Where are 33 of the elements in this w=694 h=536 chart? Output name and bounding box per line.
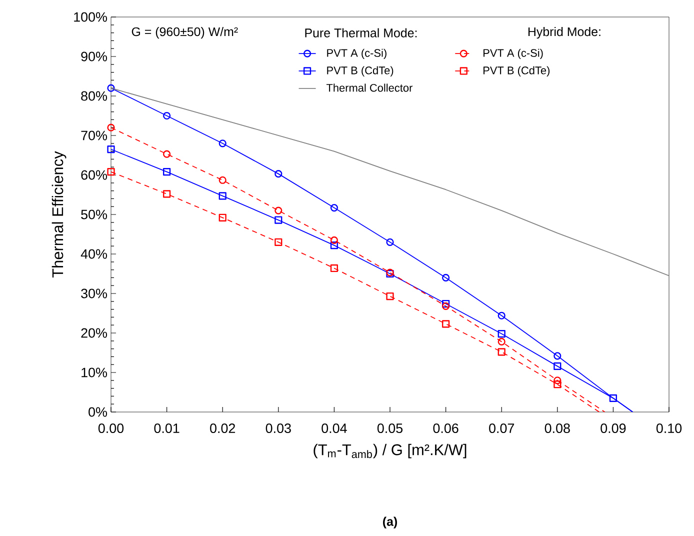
text: (a) — [383, 516, 397, 528]
y-tick-label: 100% — [74, 12, 107, 22]
y-tick-label: 30% — [81, 288, 107, 298]
x-tick-label: 0.02 — [210, 424, 236, 434]
x-tick-label: 0.06 — [433, 424, 458, 434]
x-tick-label: 0.07 — [489, 424, 514, 434]
x-tick-label: 0.00 — [98, 424, 124, 434]
annotation: G = (960±50) W/m² — [132, 26, 238, 39]
legend-label: PVT A (c-Si) — [484, 48, 543, 60]
y-tick-label: 70% — [81, 130, 107, 140]
y-axis-title: Thermal Efficiency — [52, 151, 66, 278]
x-tick-label: 0.03 — [266, 424, 291, 434]
y-tick-label: 10% — [82, 368, 107, 378]
y-tick-label: 40% — [80, 249, 107, 259]
y-tick-label: 50% — [81, 210, 107, 220]
y-tick-label: 20% — [81, 328, 107, 338]
annotation: Pure Thermal Mode: — [305, 28, 417, 38]
legend-label: PVT A (c-Si) — [327, 48, 386, 60]
x-tick-label: 0.01 — [154, 424, 180, 434]
legend-label: Thermal Collector — [326, 84, 413, 92]
x-tick-label: 0.09 — [600, 424, 626, 434]
y-tick-label: 60% — [81, 170, 107, 180]
annotation: Hybrid Mode: — [528, 26, 600, 39]
x-tick-label: 0.08 — [544, 424, 570, 434]
legend-label: PVT B (CdTe) — [484, 66, 550, 76]
y-tick-label: 0% — [88, 407, 108, 417]
y-tick-label: 80% — [81, 91, 107, 101]
y-tick-label: 90% — [81, 52, 107, 62]
x-tick-label: 0.05 — [377, 424, 403, 434]
x-tick-label: 0.10 — [656, 424, 682, 434]
legend-label: PVT B (CdTe) — [327, 66, 394, 76]
x-axis-title: (T$_{m}$-T$_{amb}$) / G [m².K/W] — [314, 444, 466, 458]
x-tick-label: 0.04 — [322, 424, 347, 434]
